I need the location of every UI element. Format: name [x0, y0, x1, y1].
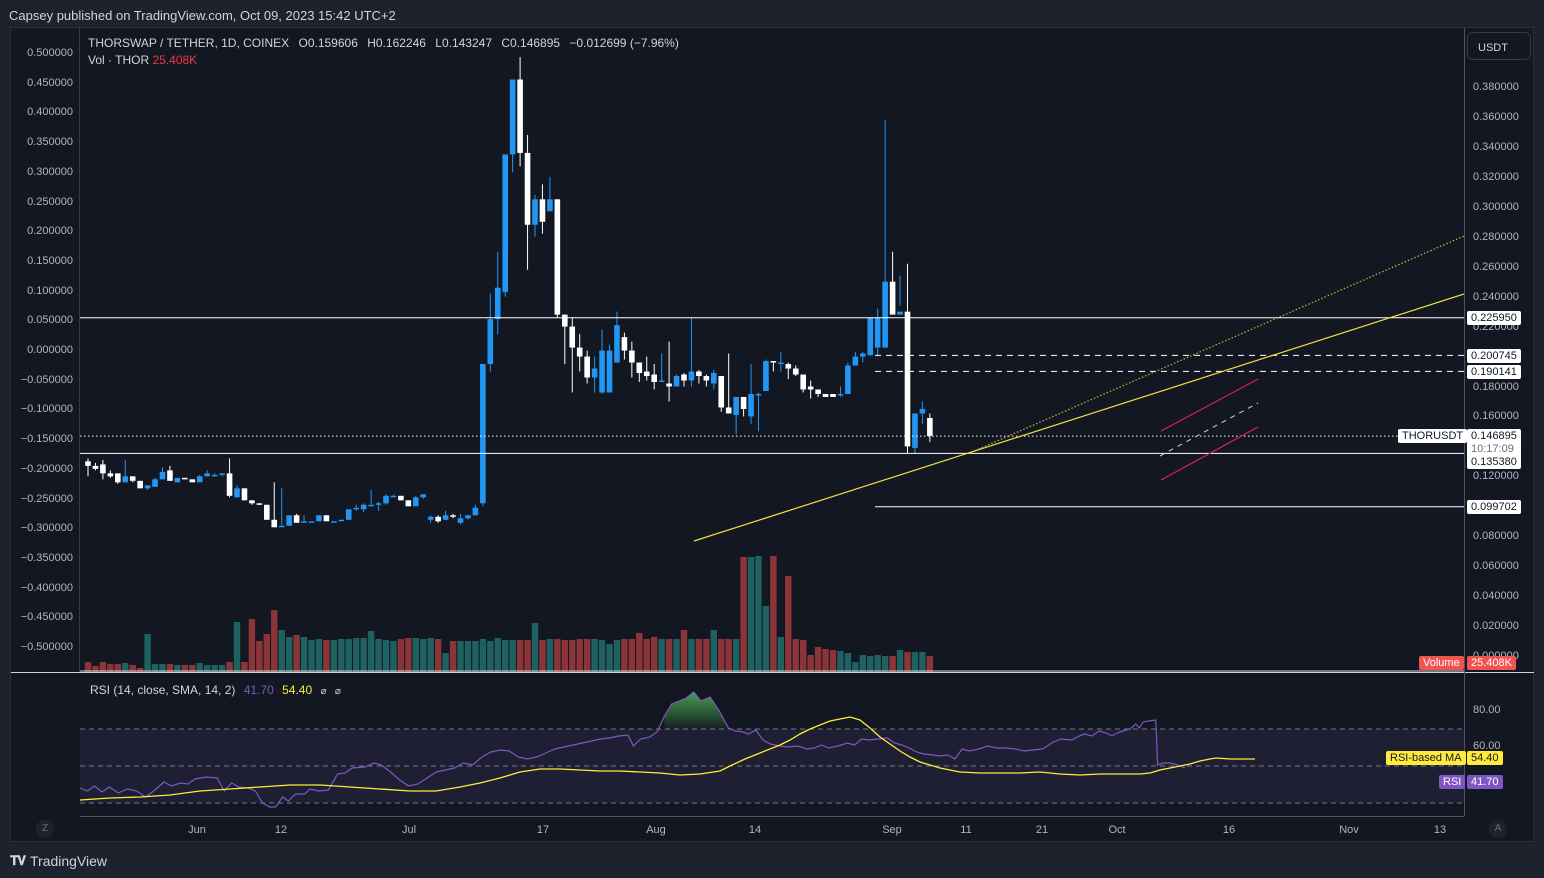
left-axis-label: 0.350000 — [27, 136, 73, 149]
right-axis-label: 0.020000 — [1473, 620, 1519, 633]
rsi-axis-60: 60.00 — [1473, 740, 1501, 752]
price-tag-level-5: 0.099702 — [1467, 500, 1521, 514]
left-axis-label: −0.400000 — [20, 581, 73, 594]
na-icon: ⌀ — [320, 686, 327, 697]
right-axis-label: 0.340000 — [1473, 140, 1519, 153]
na-icon: ⌀ — [334, 686, 341, 697]
symbol-legend: THORSWAP / TETHER, 1D, COINEX O0.159606 … — [88, 36, 685, 50]
tradingview-logo-icon: 𝐓𝐕 — [10, 853, 26, 868]
chart-frame: 0.500000 0.450000 0.400000 0.350000 0.300000… — [10, 27, 1534, 842]
rsi-ma-legend-value: 54.40 — [282, 683, 313, 697]
time-axis-label: Sep — [882, 824, 902, 836]
left-axis-label: 0.200000 — [27, 225, 73, 238]
rsi-axis-80: 80.00 — [1473, 704, 1501, 716]
time-axis-label: Aug — [646, 824, 666, 836]
price-chart[interactable] — [80, 28, 1464, 672]
right-axis-label: 0.380000 — [1473, 81, 1519, 93]
right-axis-label: 0.120000 — [1473, 470, 1519, 483]
volume-tag-value: 25.408K — [1467, 656, 1516, 670]
currency-button[interactable]: USDT — [1467, 32, 1531, 60]
time-axis-label: Oct — [1108, 824, 1126, 836]
symbol-tag: THORUSDT — [1398, 429, 1468, 443]
volume-legend-value: 25.408K — [152, 53, 198, 67]
left-axis-label: −0.250000 — [20, 492, 73, 505]
right-axis-label: 0.300000 — [1473, 200, 1519, 213]
left-axis-label: 0.100000 — [27, 284, 73, 297]
pane-separator[interactable] — [11, 672, 1534, 673]
left-axis-label: −0.350000 — [20, 551, 73, 564]
price-tag-level-1: 0.225950 — [1467, 311, 1521, 325]
left-axis-label: −0.450000 — [20, 611, 73, 624]
rsi-ma-tag-value: 54.40 — [1467, 751, 1503, 765]
left-axis-label: −0.300000 — [20, 522, 73, 535]
rsi-tag-value: 41.70 — [1467, 775, 1503, 789]
price-change: −0.012699 (−7.96%) — [569, 36, 679, 50]
right-axis-label: 0.180000 — [1473, 380, 1519, 393]
right-price-axis[interactable]: 0.380000 0.360000 0.340000 0.320000 0.300000… — [1464, 28, 1534, 816]
left-axis-label: 0.250000 — [27, 195, 73, 208]
left-axis-label: 0.450000 — [27, 76, 73, 89]
right-axis-label: 0.060000 — [1473, 560, 1519, 573]
ohlc-high: H0.162246 — [367, 36, 426, 50]
time-axis-label: 13 — [1433, 824, 1447, 836]
price-tag-level-2: 0.200745 — [1467, 349, 1521, 363]
symbol-title[interactable]: THORSWAP / TETHER, 1D, COINEX — [88, 36, 290, 50]
right-axis-label: 0.320000 — [1473, 170, 1519, 183]
left-axis-label: −0.500000 — [20, 641, 73, 653]
left-axis-label: 0.400000 — [27, 106, 73, 119]
left-axis-label: 0.300000 — [27, 165, 73, 178]
publish-header: Capsey published on TradingView.com, Oct… — [9, 8, 396, 23]
left-axis-label: −0.200000 — [20, 462, 73, 475]
left-axis-label: −0.150000 — [20, 433, 73, 446]
current-price-tag: 0.146895 10:17:09 — [1467, 429, 1521, 457]
right-axis-label: 0.240000 — [1473, 290, 1519, 303]
rsi-chart[interactable] — [80, 673, 1464, 816]
time-axis-label: 14 — [748, 824, 762, 836]
time-axis-label: 17 — [536, 824, 550, 836]
right-axis-label: 0.040000 — [1473, 590, 1519, 603]
price-tag-level-3: 0.190141 — [1467, 365, 1521, 379]
rsi-tag-label: RSI — [1439, 775, 1466, 789]
left-axis-label: −0.050000 — [20, 373, 73, 386]
time-axis-label: 21 — [1035, 824, 1049, 836]
rsi-legend-title[interactable]: RSI (14, close, SMA, 14, 2) — [90, 683, 236, 697]
rsi-legend: RSI (14, close, SMA, 14, 2) 41.70 54.40 … — [90, 683, 341, 697]
left-axis-label: 0.050000 — [27, 314, 73, 327]
left-axis-label: 0.150000 — [27, 254, 73, 267]
volume-legend: Vol · THOR 25.408K — [88, 53, 197, 67]
right-axis-label: 0.080000 — [1473, 530, 1519, 543]
left-price-axis[interactable]: 0.500000 0.450000 0.400000 0.350000 0.300000… — [11, 28, 80, 672]
time-axis-label: 12 — [274, 824, 288, 836]
right-axis-label: 0.280000 — [1473, 230, 1519, 243]
time-axis[interactable]: Jun 12 Jul 17 Aug 14 Sep 11 21 Oct 16 Nov 13 — [80, 816, 1464, 842]
volume-tag-label: Volume — [1419, 656, 1464, 670]
time-axis-label: 11 — [960, 824, 972, 836]
left-axis-label: −0.100000 — [20, 403, 73, 416]
bar-countdown: 10:17:09 — [1471, 443, 1514, 455]
right-axis-label: 0.160000 — [1473, 410, 1519, 423]
time-axis-label: Nov — [1339, 824, 1359, 836]
time-axis-label: 16 — [1222, 824, 1236, 836]
price-tag-level-4: 0.135380 — [1467, 455, 1521, 469]
footer: 𝐓𝐕 TradingView — [10, 853, 107, 869]
ohlc-close: C0.146895 — [501, 36, 561, 50]
rsi-ma-tag-label: RSI-based MA — [1386, 751, 1466, 765]
current-price: 0.146895 — [1471, 430, 1517, 442]
time-axis-label: Jun — [188, 824, 206, 836]
ohlc-low: L0.143247 — [435, 36, 493, 50]
volume-legend-label[interactable]: Vol · THOR — [88, 53, 150, 67]
left-axis-label: 0.500000 — [27, 47, 73, 59]
left-axis-label: 0.000000 — [27, 344, 73, 356]
footer-brand[interactable]: TradingView — [30, 853, 108, 869]
rsi-legend-value: 41.70 — [243, 683, 274, 697]
time-axis-label: Jul — [401, 824, 417, 836]
auto-scale-button[interactable]: A — [1489, 820, 1507, 838]
zoom-reset-button[interactable]: Z — [36, 820, 54, 838]
ohlc-open: O0.159606 — [298, 36, 358, 50]
right-axis-label: 0.360000 — [1473, 110, 1519, 123]
right-axis-label: 0.260000 — [1473, 260, 1519, 273]
